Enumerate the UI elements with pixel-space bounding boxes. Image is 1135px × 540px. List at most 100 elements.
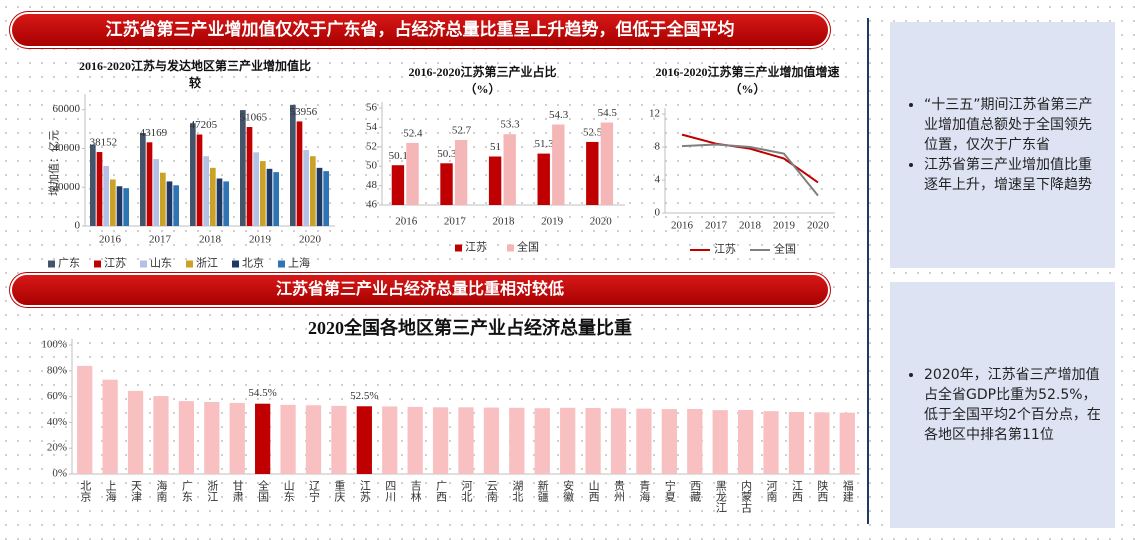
bar [296,121,303,226]
x-tick-label: 贵州 [613,480,626,502]
bar [636,408,652,474]
data-label: 52.5 [583,126,603,138]
bar [77,365,93,474]
bar [440,163,453,205]
data-label: 51.3 [534,138,554,150]
y-tick-label: 60% [47,390,67,402]
note-list: “十三五”期间江苏省第三产业增加值总额处于全国领先位置，仅次于广东省 江苏省第三… [920,95,1101,195]
note: “十三五”期间江苏省第三产业增加值总额处于全国领先位置，仅次于广东省 [924,95,1101,155]
bar [600,122,614,205]
x-tick-label: 云南 [485,480,498,502]
data-label: 50.3 [437,148,457,160]
x-tick-label: 上海 [104,480,117,503]
x-tick-label: 2017 [149,234,172,246]
bar [166,181,173,226]
bar [310,156,316,226]
bar [788,411,805,474]
x-tick-label: 北京 [79,480,92,503]
bar [90,144,96,226]
x-tick-label: 青海 [638,480,651,503]
bar [160,172,166,226]
x-tick-label: 海南 [155,479,168,502]
bar [290,104,296,226]
bar [223,181,229,226]
x-tick-label: 宁夏 [663,479,676,502]
bar [303,150,309,226]
legend-label: 江苏 [465,241,487,254]
y-tick-label: 46 [366,199,378,211]
bar [203,156,209,226]
banner: 江苏省第三产业增加值仅次于广东省，占经济总量比重呈上升趋势，但低于全国平均 [12,14,828,46]
x-tick-label: 辽宁 [307,480,320,502]
data-label: 52.4 [403,127,423,139]
bar [273,172,279,226]
chart-title: 2016-2020江苏第三产业占比（%） [408,65,557,96]
line [681,133,819,184]
bar [382,406,398,474]
bar [190,123,196,226]
legend-swatch [278,260,285,268]
x-tick-label: 新疆 [536,479,549,502]
data-label: 53.3 [500,119,520,131]
x-tick-label: 2020 [299,234,322,246]
legend-swatch [455,244,462,252]
chart-title: 2016-2020江苏与发达地区第三产业增加值比较 [79,59,311,90]
x-tick-label: 重庆 [333,479,346,503]
bar [96,152,103,226]
y-tick-label: 60000 [53,103,81,115]
y-tick-label: 0 [655,207,661,219]
bar [229,402,245,474]
note-list: 2020年，江苏省三产增加值占全省GDP比重为52.5%，低于全国平均2个百分点… [920,365,1101,445]
bar [196,134,203,226]
x-tick-label: 2016 [671,220,694,232]
bar [316,167,323,226]
legend-label: 江苏 [714,243,736,256]
bar [173,185,179,226]
line [681,143,819,197]
y-tick-label: 40000 [53,142,81,154]
y-tick-label: 0% [52,468,67,480]
y-tick-label: 20000 [53,181,81,193]
bar [458,407,474,474]
data-label: 51065 [240,112,268,124]
x-tick-label: 2017 [444,216,467,228]
x-tick-label: 内蒙古 [740,479,753,513]
bar [509,407,525,474]
legend-swatch [507,244,514,252]
bar [534,408,550,474]
x-tick-label: 陕西 [816,479,829,502]
x-tick-label: 2017 [705,220,728,232]
data-label: 43169 [140,127,168,139]
data-label: 52.5% [350,390,378,402]
bar [204,402,220,474]
note-box: “十三五”期间江苏省第三产业增加值总额处于全国领先位置，仅次于广东省 江苏省第三… [890,22,1115,268]
bar [127,390,144,474]
data-label: 54.5% [248,387,276,399]
legend-swatch [186,260,193,268]
bar [406,142,419,205]
bar [585,407,601,474]
bar [123,188,129,226]
data-label: 53956 [290,106,318,118]
legend-label: 广东 [58,257,80,270]
bar [323,171,329,226]
x-tick-label: 2018 [199,234,222,246]
bar [216,178,223,226]
bar [255,403,271,474]
note: 江苏省第三产业增加值比重逐年上升，增速呈下降趋势 [924,155,1101,195]
x-tick-label: 四川 [384,480,397,502]
legend-swatch [232,260,239,268]
y-tick-label: 100% [41,339,67,351]
bar [391,165,405,205]
x-tick-label: 2019 [773,220,796,232]
x-tick-label: 吉林 [409,480,422,502]
bar [260,161,266,226]
x-tick-label: 2019 [541,216,564,228]
bar [687,408,703,474]
bar [210,167,216,226]
x-tick-label: 山西 [587,480,600,502]
bar [280,404,296,474]
y-tick-label: 20% [47,442,67,454]
x-tick-label: 江苏 [358,480,371,503]
bar [503,134,516,205]
